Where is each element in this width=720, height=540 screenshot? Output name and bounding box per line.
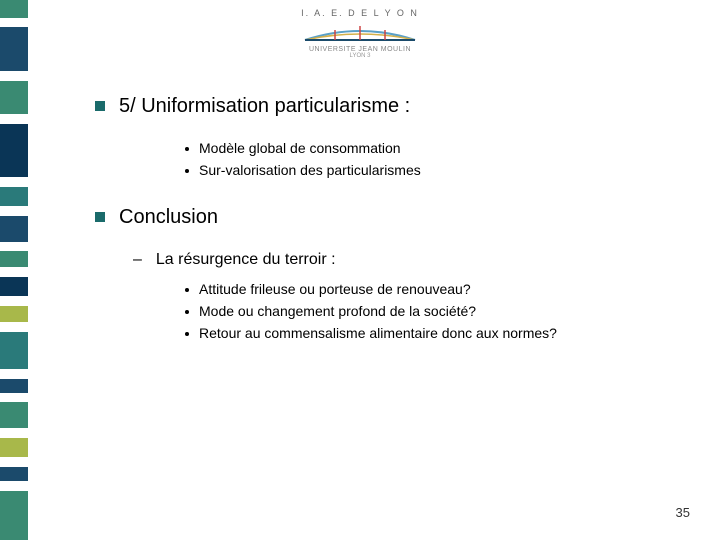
stripe: [0, 402, 28, 428]
list-text: Sur-valorisation des particularismes: [199, 162, 421, 178]
stripe: [0, 457, 28, 467]
dash-item: – La résurgence du terroir :: [133, 251, 675, 269]
dot-bullet-icon: [185, 288, 189, 292]
stripe: [0, 124, 28, 177]
stripe: [0, 467, 28, 481]
list-item: Attitude frileuse ou porteuse de renouve…: [185, 281, 675, 297]
dot-bullet-icon: [185, 147, 189, 151]
bullet-section-1: 5/ Uniformisation particularisme :: [95, 95, 675, 118]
square-bullet-icon: [95, 212, 105, 222]
stripe: [0, 114, 28, 124]
stripe: [0, 379, 28, 393]
sub-list-1: Modèle global de consommation Sur-valori…: [185, 140, 675, 178]
slide-content: 5/ Uniformisation particularisme : Modèl…: [95, 95, 675, 369]
bullet-section-2: Conclusion: [95, 206, 675, 229]
stripe: [0, 306, 28, 322]
stripe: [0, 332, 28, 369]
list-text: Retour au commensalisme alimentaire donc…: [199, 325, 557, 341]
stripe: [0, 206, 28, 216]
stripe: [0, 81, 28, 114]
stripe: [0, 216, 28, 242]
stripe: [0, 438, 28, 458]
stripe: [0, 322, 28, 332]
stripe: [0, 428, 28, 438]
stripe: [0, 18, 28, 28]
stripe: [0, 369, 28, 379]
list-text: Modèle global de consommation: [199, 140, 401, 156]
stripe: [0, 71, 28, 81]
dot-bullet-icon: [185, 169, 189, 173]
stripe: [0, 0, 28, 18]
dash-bullet-icon: –: [133, 251, 142, 269]
stripe: [0, 27, 28, 70]
list-item: Mode ou changement profond de la société…: [185, 303, 675, 319]
section-title: 5/ Uniformisation particularisme :: [119, 95, 410, 118]
logo-title: I. A. E. D E L Y O N: [280, 8, 440, 18]
stripe: [0, 177, 28, 187]
logo-subtitle2: LYON 3: [280, 53, 440, 59]
logo-graphic: [300, 20, 420, 44]
logo: I. A. E. D E L Y O N UNIVERSITE JEAN MOU…: [280, 8, 440, 59]
list-text: Mode ou changement profond de la société…: [199, 303, 476, 319]
stripe: [0, 242, 28, 252]
dot-bullet-icon: [185, 332, 189, 336]
page-number: 35: [676, 505, 690, 520]
decorative-stripe-column: [0, 0, 28, 540]
stripe: [0, 393, 28, 403]
stripe: [0, 296, 28, 306]
list-item: Sur-valorisation des particularismes: [185, 162, 675, 178]
sub-list-2: Attitude frileuse ou porteuse de renouve…: [185, 281, 675, 341]
stripe: [0, 267, 28, 277]
dot-bullet-icon: [185, 310, 189, 314]
list-item: Retour au commensalisme alimentaire donc…: [185, 325, 675, 341]
dash-text: La résurgence du terroir :: [156, 251, 336, 269]
section-title: Conclusion: [119, 206, 218, 229]
stripe: [0, 491, 28, 540]
list-text: Attitude frileuse ou porteuse de renouve…: [199, 281, 471, 297]
stripe: [0, 277, 28, 297]
stripe: [0, 481, 28, 491]
logo-subtitle: UNIVERSITE JEAN MOULIN: [280, 46, 440, 53]
stripe: [0, 187, 28, 207]
list-item: Modèle global de consommation: [185, 140, 675, 156]
stripe: [0, 251, 28, 267]
square-bullet-icon: [95, 101, 105, 111]
